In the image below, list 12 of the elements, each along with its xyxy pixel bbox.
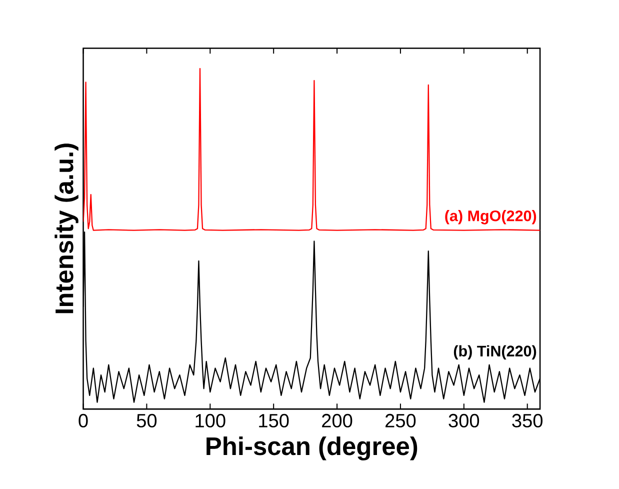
x-tick-label: 100 xyxy=(196,414,226,428)
x-axis-title: Phi-scan (degree) xyxy=(206,436,418,461)
x-tick-label: 150 xyxy=(259,414,289,428)
x-tick-label: 50 xyxy=(136,414,157,428)
series-label: (a) MgO(220) xyxy=(445,210,536,224)
series-label: (b) TiN(220) xyxy=(454,345,536,360)
x-tick-label: 250 xyxy=(386,414,416,428)
y-axis-title: Intensity (a.u.) xyxy=(54,144,78,314)
x-tick-label: 200 xyxy=(322,414,352,428)
x-tick-label: 0 xyxy=(78,414,88,428)
x-tick-label: 350 xyxy=(512,414,543,428)
x-tick-label: 300 xyxy=(448,414,480,428)
